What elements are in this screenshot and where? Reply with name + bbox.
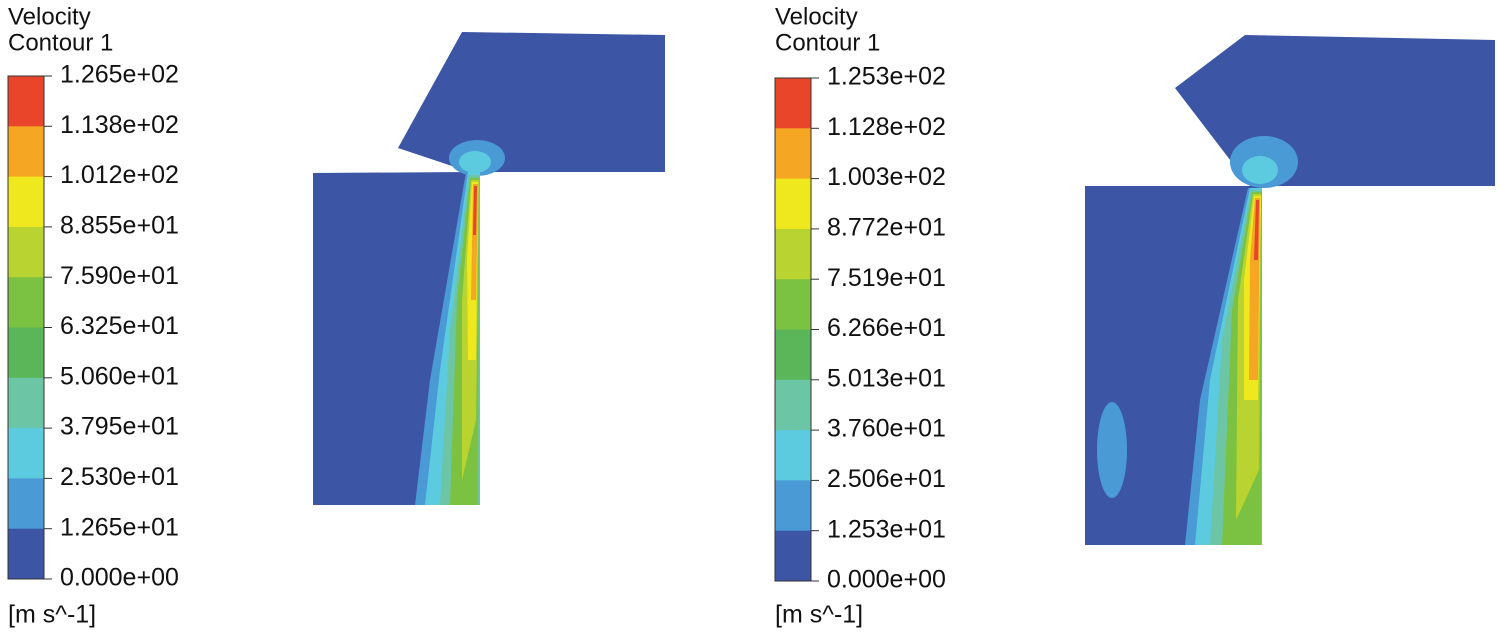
level-label: 1.012e+02 — [60, 161, 179, 189]
level-label: 0.000e+00 — [827, 566, 946, 594]
level-label: 0.000e+00 — [60, 564, 179, 592]
color-band — [775, 530, 811, 582]
level-label: 7.519e+01 — [827, 264, 946, 292]
legend-subtitle: Contour 1 — [8, 29, 113, 56]
color-band — [8, 76, 44, 127]
level-label: 2.506e+01 — [827, 465, 946, 493]
color-band — [775, 279, 811, 330]
legend-title: Velocity — [775, 3, 858, 30]
legend-subtitle: Contour 1 — [775, 29, 880, 56]
color-band — [8, 277, 44, 328]
color-band — [8, 226, 44, 278]
level-label: 8.855e+01 — [60, 212, 179, 240]
color-band — [8, 428, 44, 479]
level-label: 7.590e+01 — [60, 262, 179, 290]
color-band — [775, 430, 811, 481]
legend-title: Velocity — [8, 3, 91, 30]
color-band — [775, 329, 811, 381]
level-label: 1.253e+01 — [827, 515, 946, 543]
level-label: 1.003e+02 — [827, 163, 946, 191]
level-label: 2.530e+01 — [60, 463, 179, 491]
color-band — [8, 478, 44, 530]
contour-plot — [1085, 35, 1495, 545]
level-label: 3.760e+01 — [827, 415, 946, 443]
level-label: 6.325e+01 — [60, 312, 179, 340]
color-band — [775, 78, 811, 129]
contour-plot — [313, 32, 665, 505]
color-band — [8, 176, 44, 228]
level-label: 3.795e+01 — [60, 413, 179, 441]
unit-label: [m s^-1] — [8, 601, 96, 629]
level-label: 1.253e+02 — [827, 63, 946, 91]
color-band — [8, 126, 44, 178]
level-label: 5.013e+01 — [827, 364, 946, 392]
level-label: 1.265e+01 — [60, 513, 179, 541]
level-label: 6.266e+01 — [827, 314, 946, 342]
color-band — [775, 379, 811, 431]
level-label: 5.060e+01 — [60, 362, 179, 390]
color-band — [8, 327, 44, 379]
level-label: 1.128e+02 — [827, 113, 946, 141]
color-band — [775, 128, 811, 180]
color-band — [8, 528, 44, 580]
level-label: 1.265e+02 — [60, 61, 179, 89]
color-band — [8, 377, 44, 429]
level-label: 1.138e+02 — [60, 111, 179, 139]
color-band — [775, 178, 811, 230]
color-band — [775, 228, 811, 280]
color-band — [775, 480, 811, 532]
unit-label: [m s^-1] — [775, 601, 863, 629]
level-label: 8.772e+01 — [827, 214, 946, 242]
